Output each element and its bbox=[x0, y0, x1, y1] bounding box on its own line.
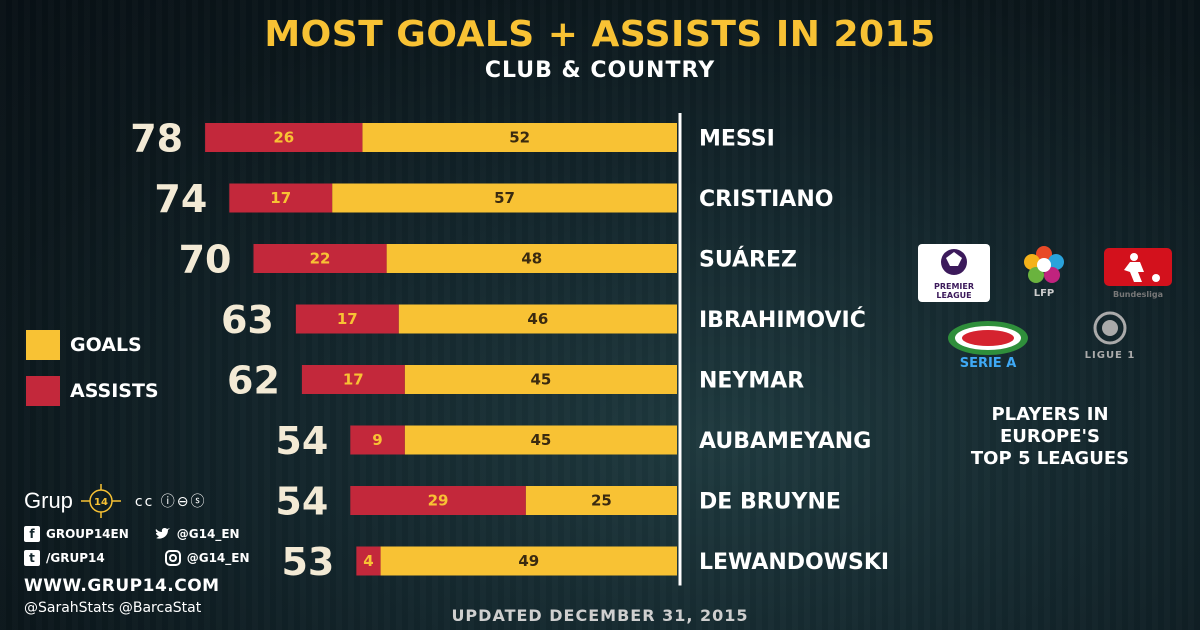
ligue1-logo: LIGUE 1 bbox=[1074, 310, 1146, 390]
assists-legend-label: ASSISTS bbox=[70, 380, 159, 402]
goals-bar bbox=[398, 304, 677, 334]
serie-a-logo: SERIE A bbox=[946, 318, 1030, 378]
facebook-handle[interactable]: GROUP14EN bbox=[46, 527, 129, 541]
serie-a-text: SERIE A bbox=[959, 356, 1017, 371]
tumblr-icon[interactable]: t bbox=[24, 550, 40, 566]
assists-bar bbox=[356, 546, 381, 576]
assists-bar bbox=[350, 425, 405, 455]
player-name-label: SUÁREZ bbox=[699, 247, 797, 273]
total-label: 74 bbox=[154, 177, 207, 221]
assists-value-label: 17 bbox=[343, 371, 364, 389]
social-row-2: t /GRUP14 @G14_EN bbox=[24, 550, 250, 566]
assists-swatch bbox=[26, 376, 60, 406]
assists-bar bbox=[205, 123, 363, 152]
goals-value-label: 25 bbox=[591, 492, 612, 510]
assists-bar bbox=[301, 365, 405, 394]
chart-subtitle: CLUB & COUNTRY bbox=[484, 58, 716, 83]
assists-bar bbox=[350, 486, 526, 515]
credits: Grup 14 cc ⓘ⊖ⓢ f GROUP14EN @G14_EN t /GR… bbox=[24, 484, 250, 616]
league-logos: PREMIER LEAGUE LFP Bundesliga SERIE A bbox=[910, 240, 1190, 390]
goals-bar bbox=[380, 546, 677, 576]
leagues-caption-line-1: PLAYERS IN bbox=[991, 404, 1109, 425]
instagram-handle[interactable]: @G14_EN bbox=[186, 551, 250, 565]
player-name-label: CRISTIANO bbox=[699, 187, 833, 212]
goals-value-label: 46 bbox=[527, 310, 548, 328]
assists-value-label: 17 bbox=[270, 189, 291, 207]
assists-bar bbox=[295, 304, 399, 334]
serie-a-roundel-icon bbox=[948, 321, 1028, 355]
goals-value-label: 49 bbox=[518, 552, 539, 570]
assists-value-label: 26 bbox=[273, 129, 294, 147]
social-row-1: f GROUP14EN @G14_EN bbox=[24, 526, 250, 542]
chart-title: MOST GOALS + ASSISTS IN 2015 bbox=[264, 14, 936, 55]
player-name-label: LEWANDOWSKI bbox=[699, 550, 889, 575]
goals-bar bbox=[404, 365, 677, 394]
player-name-label: NEYMAR bbox=[699, 369, 804, 394]
assists-value-label: 22 bbox=[310, 250, 331, 268]
lfp-logo: LFP bbox=[1016, 242, 1072, 302]
bundesliga-logo: Bundesliga bbox=[1100, 248, 1176, 304]
goals-bar bbox=[404, 425, 677, 455]
bundesliga-player-icon bbox=[1104, 248, 1172, 286]
total-label: 78 bbox=[130, 117, 183, 161]
premier-league-logo: PREMIER LEAGUE bbox=[918, 244, 990, 302]
ligue1-ball-icon bbox=[1093, 311, 1127, 345]
ligue1-text: LIGUE 1 bbox=[1084, 350, 1136, 361]
creative-commons-icon: cc ⓘ⊖ⓢ bbox=[134, 494, 207, 510]
goals-value-label: 57 bbox=[494, 189, 515, 207]
legend-item-assists: ASSISTS bbox=[26, 376, 159, 406]
total-label: 54 bbox=[275, 480, 328, 524]
leagues-caption-line-2: EUROPE'S bbox=[999, 426, 1101, 447]
goals-bar bbox=[386, 244, 677, 273]
brand-row: Grup 14 cc ⓘ⊖ⓢ bbox=[24, 484, 250, 518]
leagues-caption-line-3: TOP 5 LEAGUES bbox=[970, 448, 1130, 469]
assists-value-label: 17 bbox=[337, 310, 358, 328]
legend-item-goals: GOALS bbox=[26, 330, 159, 360]
assists-bar bbox=[253, 244, 387, 273]
total-label: 53 bbox=[281, 540, 334, 584]
goals-value-label: 52 bbox=[509, 129, 530, 147]
player-name-label: MESSI bbox=[699, 127, 775, 152]
updated-date: UPDATED DECEMBER 31, 2015 bbox=[451, 606, 749, 625]
goals-bar bbox=[525, 486, 677, 515]
lfp-text: LFP bbox=[1033, 288, 1055, 299]
grup14-logo-icon: 14 bbox=[80, 484, 121, 518]
goals-swatch bbox=[26, 330, 60, 360]
lfp-flower-icon bbox=[1024, 246, 1064, 283]
goals-bar bbox=[362, 123, 677, 152]
player-name-label: AUBAMEYANG bbox=[699, 429, 871, 454]
brand-name: Grup bbox=[24, 488, 73, 513]
website-link[interactable]: WWW.GRUP14.COM bbox=[24, 576, 220, 596]
assists-bar bbox=[229, 183, 333, 213]
brand-badge: 14 bbox=[94, 497, 108, 508]
twitter-icon[interactable] bbox=[155, 527, 171, 541]
assists-value-label: 9 bbox=[372, 431, 382, 449]
assists-value-label: 29 bbox=[428, 492, 449, 510]
premier-league-text: PREMIER LEAGUE bbox=[933, 282, 975, 300]
total-label: 54 bbox=[275, 419, 328, 463]
instagram-icon[interactable] bbox=[164, 550, 181, 566]
assists-value-label: 4 bbox=[363, 552, 373, 570]
twitter-handle[interactable]: @G14_EN bbox=[176, 527, 240, 541]
total-label: 63 bbox=[221, 298, 274, 342]
goals-value-label: 45 bbox=[530, 431, 551, 449]
goals-legend-label: GOALS bbox=[70, 334, 142, 356]
tumblr-handle[interactable]: /GRUP14 bbox=[46, 551, 105, 565]
total-label: 70 bbox=[179, 238, 232, 282]
total-label: 62 bbox=[227, 359, 280, 403]
goals-bar bbox=[332, 183, 677, 213]
facebook-icon[interactable]: f bbox=[24, 526, 40, 542]
leagues-caption: PLAYERS IN EUROPE'S TOP 5 LEAGUES bbox=[930, 404, 1170, 470]
author-handles: @SarahStats @BarcaStat bbox=[24, 600, 202, 616]
lion-crest-icon bbox=[941, 249, 967, 275]
bundesliga-text: Bundesliga bbox=[1112, 290, 1163, 299]
player-name-label: IBRAHIMOVIĆ bbox=[699, 307, 866, 333]
goals-value-label: 48 bbox=[521, 250, 542, 268]
legend: GOALS ASSISTS bbox=[26, 330, 159, 422]
goals-value-label: 45 bbox=[530, 371, 551, 389]
player-name-label: DE BRUYNE bbox=[699, 490, 841, 515]
